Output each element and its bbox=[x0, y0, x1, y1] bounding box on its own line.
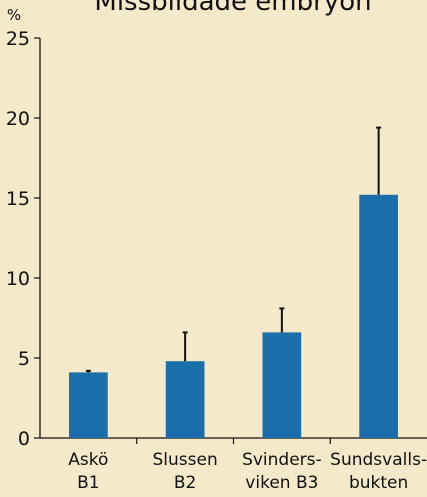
y-tick-label: 5 bbox=[18, 348, 30, 370]
error-bars bbox=[85, 126, 382, 373]
x-category-label: B1 bbox=[77, 473, 99, 493]
x-category-label: Svinders- bbox=[242, 450, 322, 470]
chart-title: Missbildade embryon bbox=[94, 0, 371, 17]
x-category-label: Sundsvalls- bbox=[330, 450, 427, 470]
x-category-label: Askö bbox=[68, 450, 108, 470]
bar-series bbox=[69, 194, 398, 438]
x-category-label: Slussen bbox=[153, 450, 218, 470]
x-axis-labels: Askö B1 Slussen B2 Svinders-viken B3 Sundsval… bbox=[68, 438, 427, 493]
y-tick-label: 20 bbox=[6, 108, 30, 130]
bar bbox=[262, 332, 302, 438]
x-category-label: bukten bbox=[349, 473, 408, 493]
y-axis-unit-label: % bbox=[7, 6, 21, 24]
bar bbox=[165, 361, 205, 438]
bar bbox=[69, 372, 108, 438]
y-tick-label: 10 bbox=[6, 268, 30, 290]
y-tick-label: 0 bbox=[18, 428, 30, 450]
x-category-label: B2 bbox=[174, 473, 196, 493]
y-tick-label: 15 bbox=[6, 188, 30, 210]
bar bbox=[359, 194, 398, 438]
x-category-label: viken B3 bbox=[245, 473, 318, 493]
y-tick-label: 25 bbox=[6, 28, 30, 50]
y-axis-ticks: 0 5 10 15 20 25 bbox=[6, 28, 40, 450]
